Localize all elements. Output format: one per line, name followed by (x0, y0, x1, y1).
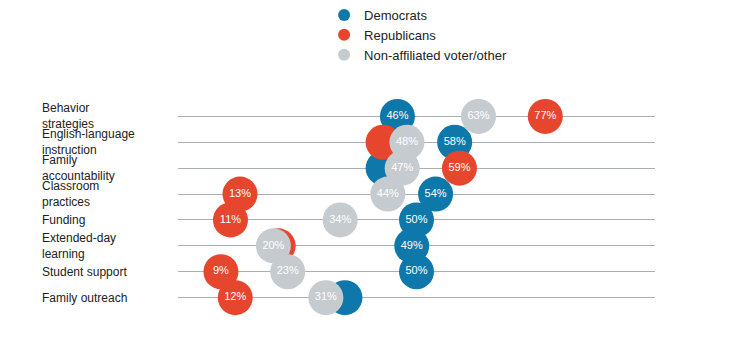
svg-text:59%: 59% (448, 161, 470, 173)
svg-text:58%: 58% (444, 135, 466, 147)
svg-text:Classroompractices: Classroompractices (42, 179, 99, 209)
svg-text:23%: 23% (277, 264, 299, 276)
svg-text:Family outreach: Family outreach (42, 291, 127, 305)
svg-text:English-languageinstruction: English-languageinstruction (42, 127, 135, 157)
svg-text:47%: 47% (391, 161, 413, 173)
svg-text:20%: 20% (262, 239, 284, 251)
svg-text:13%: 13% (229, 187, 251, 199)
svg-text:50%: 50% (405, 213, 427, 225)
svg-text:Student support: Student support (42, 265, 127, 279)
svg-text:Extended-daylearning: Extended-daylearning (42, 231, 116, 261)
svg-text:49%: 49% (401, 239, 423, 251)
svg-text:54%: 54% (425, 187, 447, 199)
svg-text:Non-affiliated voter/other: Non-affiliated voter/other (364, 48, 507, 63)
svg-text:77%: 77% (534, 109, 556, 121)
svg-text:34%: 34% (329, 213, 351, 225)
svg-text:Funding: Funding (42, 213, 85, 227)
svg-text:50%: 50% (405, 264, 427, 276)
svg-text:Familyaccountability: Familyaccountability (42, 153, 115, 183)
svg-text:31%: 31% (315, 290, 337, 302)
svg-text:Republicans: Republicans (364, 28, 436, 43)
svg-text:9%: 9% (213, 264, 229, 276)
svg-text:63%: 63% (467, 109, 489, 121)
svg-text:12%: 12% (224, 290, 246, 302)
svg-text:46%: 46% (386, 109, 408, 121)
svg-text:Democrats: Democrats (364, 8, 427, 23)
svg-text:Behaviorstrategies: Behaviorstrategies (42, 101, 94, 131)
svg-text:44%: 44% (377, 187, 399, 199)
svg-text:48%: 48% (396, 135, 418, 147)
svg-text:11%: 11% (220, 213, 241, 225)
